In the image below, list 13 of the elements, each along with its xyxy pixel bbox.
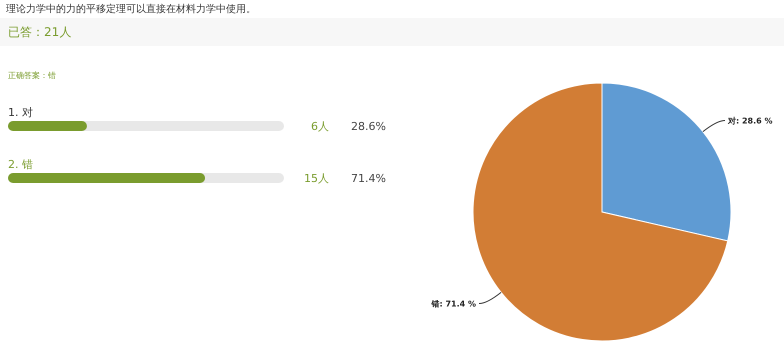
data-label: : 71.4 % (439, 300, 476, 309)
text: 6人 (311, 120, 329, 133)
data-label: 28.6% (351, 120, 386, 133)
text: 15人 (304, 172, 329, 185)
text: 正确答案：错 (8, 71, 56, 80)
slice-label: 错 (430, 300, 440, 309)
data-label: 71.4% (351, 172, 386, 185)
y-tick-label: 2. 错 (8, 158, 33, 171)
y-tick-label: 1. 对 (8, 106, 33, 119)
data-label: : 28.6 % (736, 116, 773, 126)
chart-subtitle: 已答：21人 (8, 25, 72, 39)
chart-title: 理论力学中的力的平移定理可以直接在材料力学中使用。 (6, 3, 256, 15)
slice-label: 对 (727, 116, 736, 126)
